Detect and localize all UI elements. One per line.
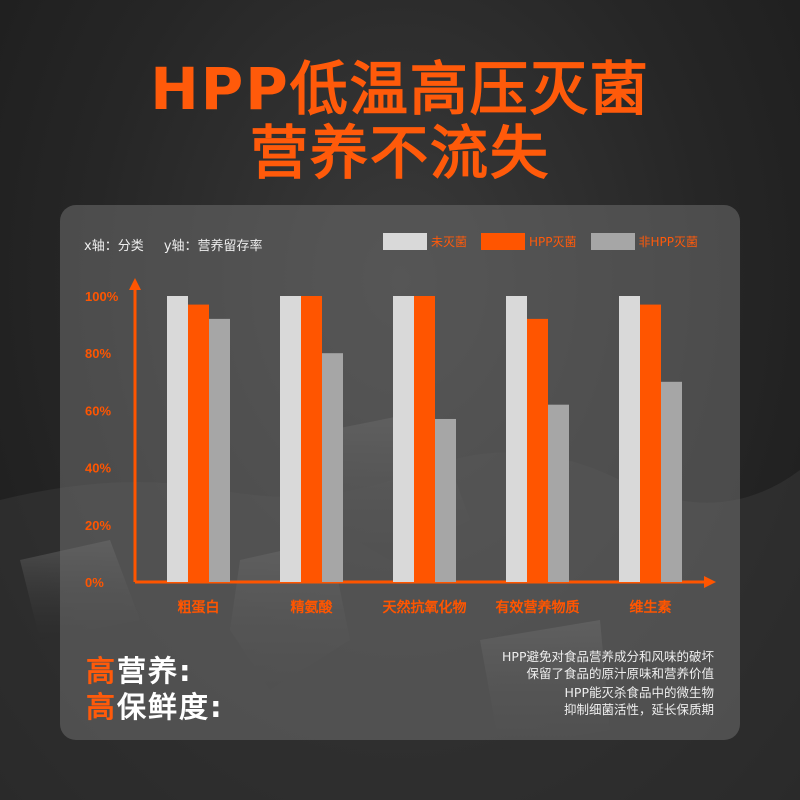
- legend-label: 未灭菌: [431, 235, 468, 249]
- footer-hi: 高: [86, 690, 118, 724]
- y-tick-label: 100%: [85, 289, 119, 304]
- y-tick-label: 60%: [85, 403, 111, 418]
- legend: 未灭菌 HPP灭菌 非HPP灭菌: [383, 233, 712, 250]
- footer-note-line: HPP能灭杀食品中的微生物: [564, 685, 714, 700]
- footer-note-line: HPP避免对食品营养成分和风味的破坏: [502, 649, 714, 664]
- legend-swatch: [481, 233, 526, 250]
- bar-hpp: [301, 296, 322, 582]
- bar-non-hpp: [322, 353, 343, 582]
- footer-high-freshness: 高保鲜度:: [86, 684, 224, 726]
- footer-hi: 高: [86, 654, 118, 688]
- footer-note-line: 抑制细菌活性，延长保质期: [563, 702, 714, 717]
- x-tick-label: 粗蛋白: [178, 599, 220, 616]
- bar-hpp: [188, 304, 209, 582]
- y-axis-arrow: [129, 278, 141, 290]
- legend-swatch: [590, 233, 635, 250]
- bar-unsterilized: [619, 296, 640, 582]
- x-tick-label: 精氨酸: [291, 599, 334, 616]
- headline-line1: HPP低温高压灭菌: [150, 55, 650, 123]
- y-axis-note: y轴：营养留存率: [163, 239, 263, 254]
- bar-unsterilized: [280, 296, 301, 582]
- bar-non-hpp: [661, 381, 682, 582]
- footer-note-freshness: HPP能灭杀食品中的微生物 抑制细菌活性，延长保质期: [564, 684, 714, 718]
- x-axis-note: x轴：分类: [84, 239, 144, 254]
- bar-unsterilized: [167, 296, 188, 582]
- bar-non-hpp: [209, 318, 230, 582]
- headline-line2: 营养不流失: [249, 119, 550, 187]
- y-tick-label: 0%: [85, 575, 104, 590]
- bar-hpp: [527, 318, 548, 582]
- x-axis-arrow: [704, 576, 716, 588]
- y-tick-label: 80%: [85, 346, 111, 361]
- x-tick-label: 维生素: [630, 599, 672, 616]
- y-tick-label: 20%: [85, 518, 111, 533]
- y-tick-label: 40%: [85, 461, 111, 476]
- bar-unsterilized: [506, 296, 527, 582]
- legend-item-hpp: HPP灭菌: [481, 233, 577, 250]
- footer-label: 保鲜度:: [117, 690, 224, 724]
- legend-label: 非HPP灭菌: [638, 235, 699, 249]
- bar-non-hpp: [435, 418, 456, 582]
- footer-note-line: 保留了食品的原汁原味和营养价值: [526, 666, 714, 681]
- bar-unsterilized: [393, 296, 414, 582]
- x-tick-label: 天然抗氧化物: [383, 599, 467, 616]
- bar-hpp: [640, 304, 661, 582]
- legend-item-unsterilized: 未灭菌: [383, 233, 467, 250]
- bar-hpp: [414, 296, 435, 582]
- bar-non-hpp: [548, 404, 569, 582]
- footer-high-nutrition: 高营养:: [86, 648, 193, 690]
- legend-label: HPP灭菌: [529, 235, 577, 249]
- axis-note: x轴：分类 y轴：营养留存率: [84, 235, 279, 254]
- x-tick-label: 有效营养物质: [496, 599, 580, 616]
- footer-label: 营养:: [117, 654, 193, 688]
- footer-note-nutrition: HPP避免对食品营养成分和风味的破坏 保留了食品的原汁原味和营养价值: [502, 648, 714, 682]
- legend-item-non-hpp: 非HPP灭菌: [590, 233, 699, 250]
- legend-swatch: [383, 233, 427, 250]
